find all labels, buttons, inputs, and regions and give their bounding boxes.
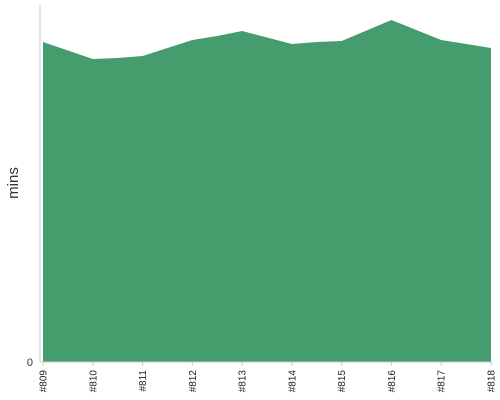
x-tick-label: #818 <box>487 370 498 393</box>
x-tick-label: #810 <box>88 370 99 393</box>
x-tick-label: #809 <box>39 370 50 393</box>
y-axis-title: mins <box>5 167 22 199</box>
x-tick-label: #812 <box>188 370 199 393</box>
x-tick-label: #817 <box>437 370 448 393</box>
x-tick-label: #813 <box>238 370 249 393</box>
area-series <box>43 20 491 362</box>
x-axis-ticks: #809 #810 #811 #812 #813 #814 #815 #816 #817 #818 <box>39 362 498 392</box>
area-layer <box>43 20 491 362</box>
x-tick-label: #815 <box>337 370 348 393</box>
x-tick-label: #811 <box>138 370 149 392</box>
x-tick-label: #814 <box>287 370 298 393</box>
y-axis-ticks: 0 <box>27 357 33 369</box>
y-tick-label: 0 <box>27 357 33 369</box>
x-tick-label: #816 <box>387 370 398 393</box>
